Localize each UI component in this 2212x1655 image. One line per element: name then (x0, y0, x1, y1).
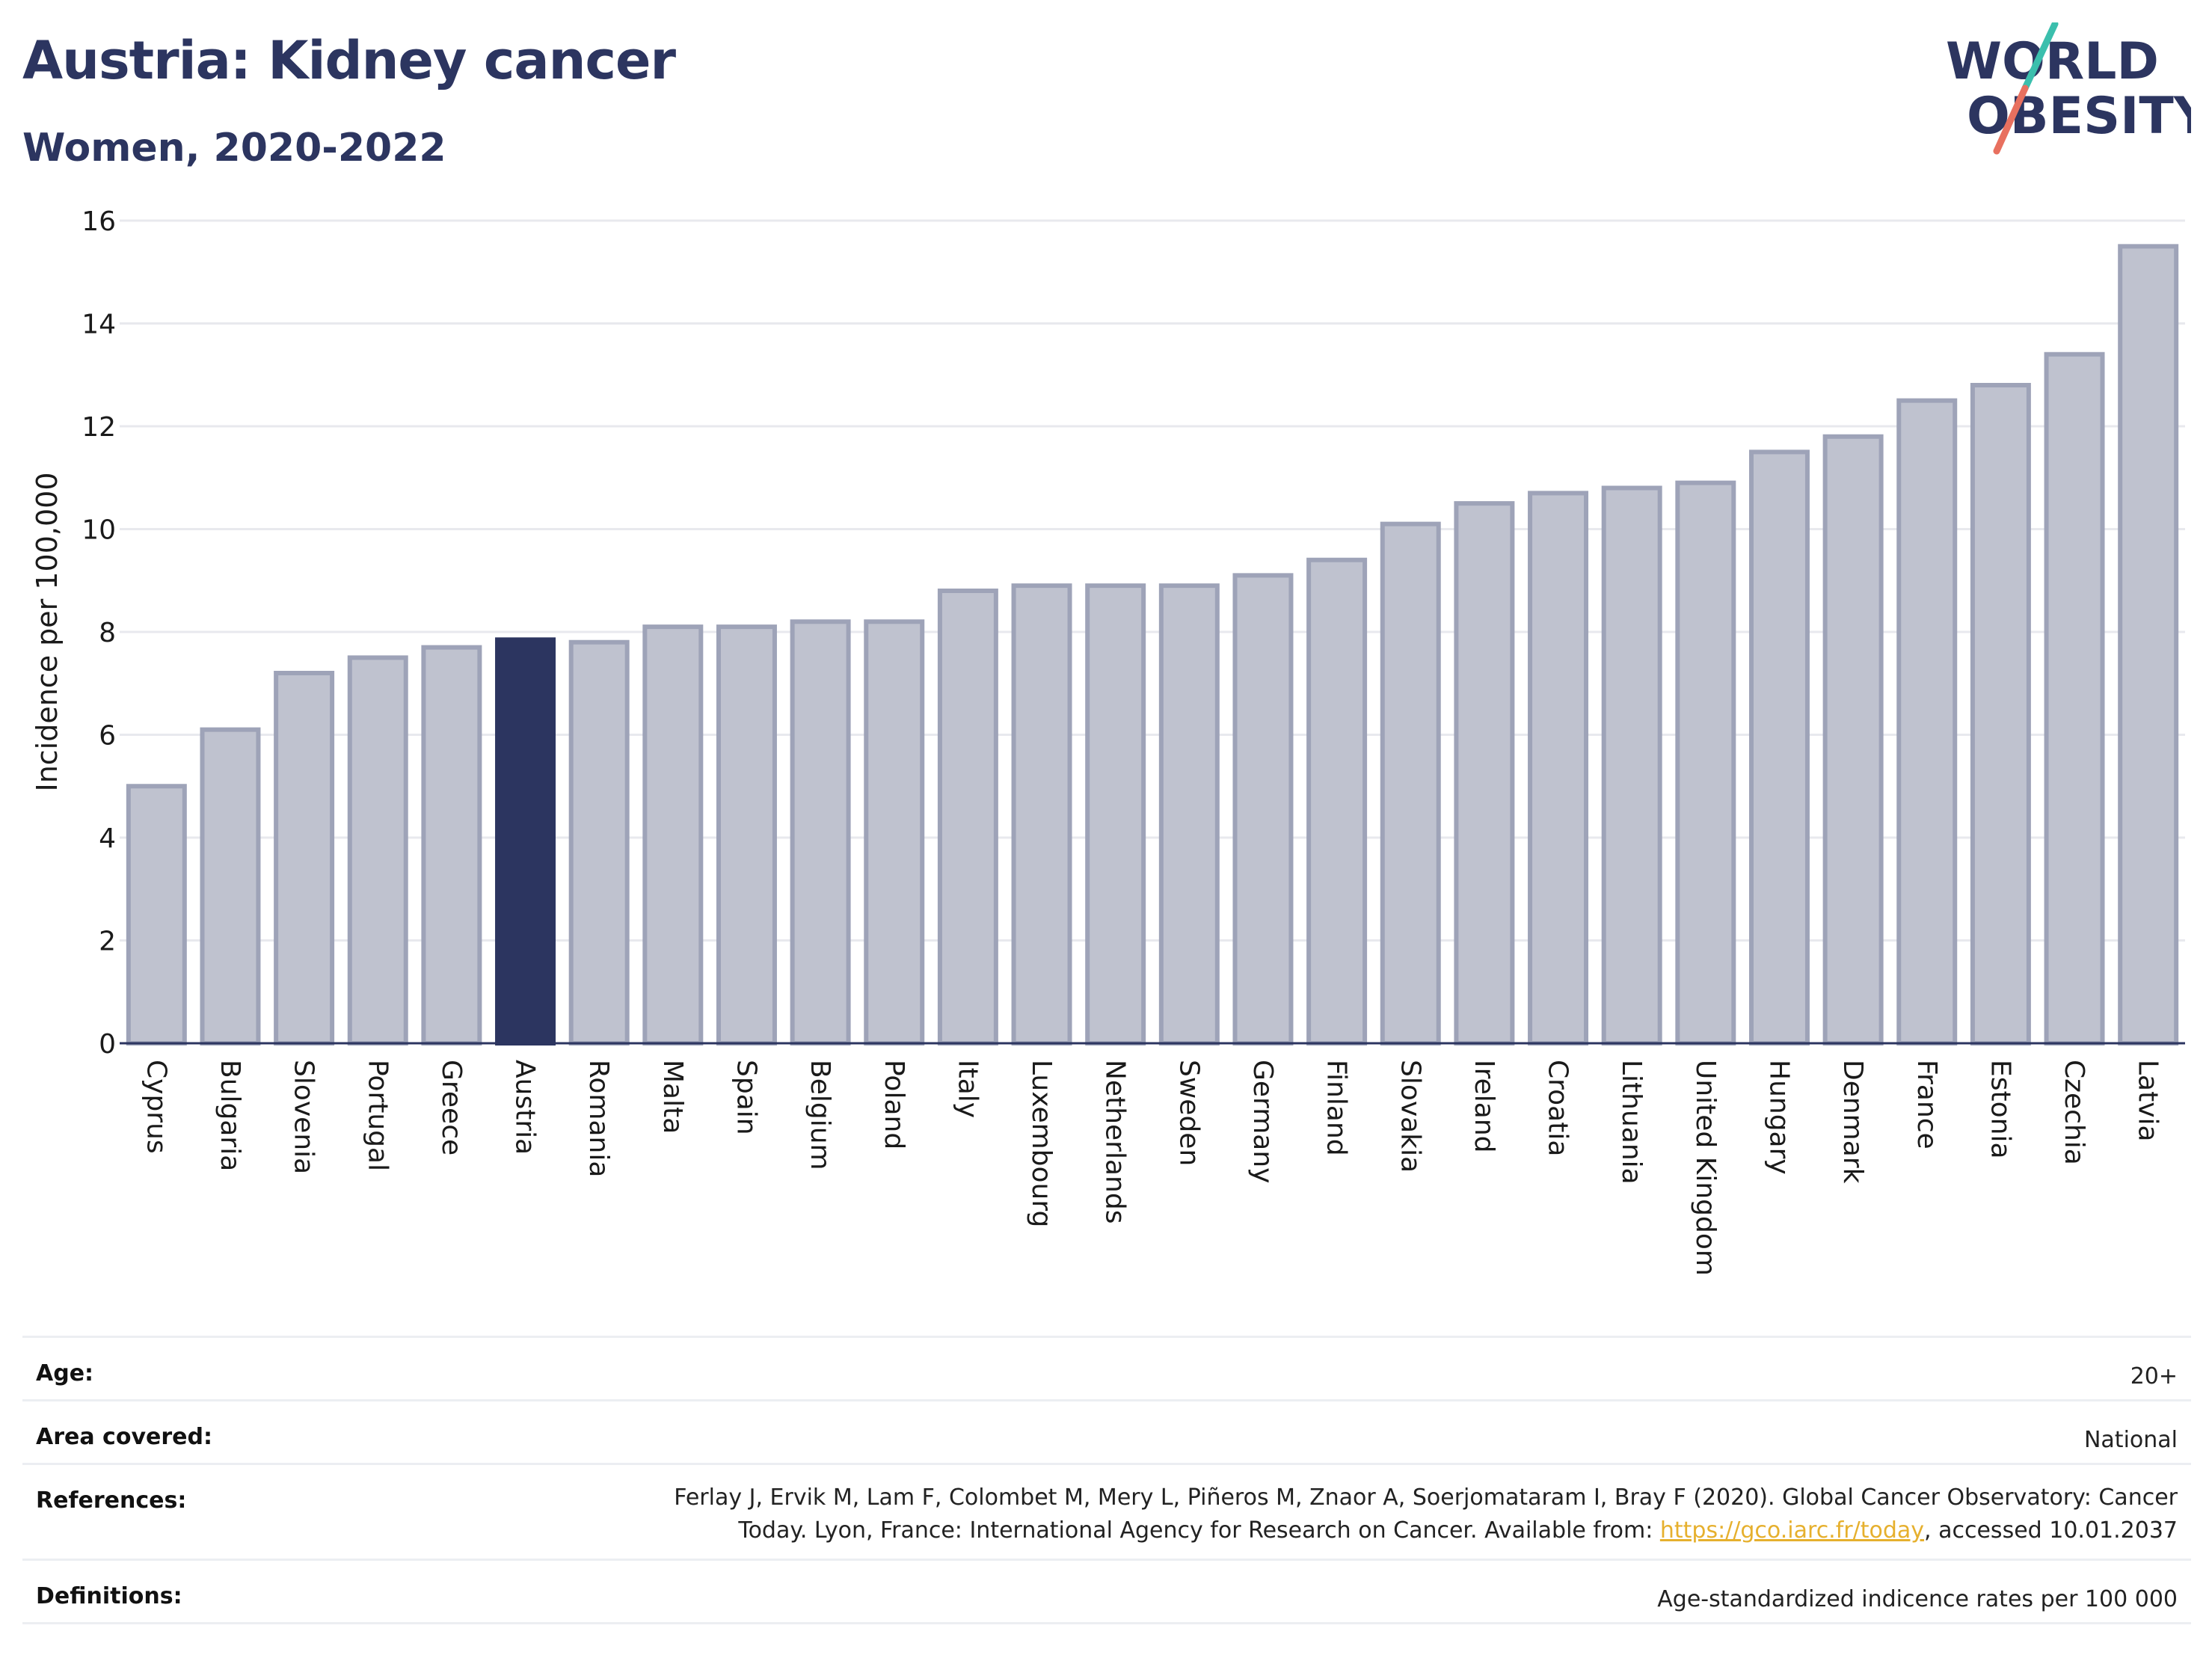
y-tick-label: 4 (99, 823, 116, 854)
x-tick-label: Sweden (1173, 1060, 1204, 1166)
references-link[interactable]: https://gco.iarc.fr/today (1659, 1517, 1925, 1544)
x-tick-label: Poland (879, 1060, 909, 1149)
bar-latvia (2118, 244, 2179, 1045)
world-obesity-logo: WORLD OBESITY (1946, 22, 2191, 155)
bar-hungary (1748, 449, 1810, 1045)
bar-cyprus (126, 784, 187, 1045)
x-tick-label: France (1911, 1060, 1942, 1149)
bar-sweden (1158, 583, 1220, 1045)
bar-france (1896, 398, 1958, 1045)
x-tick-labels: Cyprus Bulgaria Slovenia Portugal Greece Aust… (141, 1060, 2163, 1276)
x-tick-label: Denmark (1837, 1060, 1868, 1184)
x-tick-label: Greece (436, 1060, 467, 1155)
x-tick-label: Estonia (1985, 1060, 2015, 1159)
y-tick-label: 14 (82, 310, 116, 340)
logo-line1: WORLD (1946, 32, 2159, 91)
y-tick-label: 0 (99, 1029, 116, 1060)
x-tick-label: Spain (731, 1060, 761, 1135)
x-tick-label: Finland (1321, 1060, 1352, 1156)
x-tick-label: Hungary (1763, 1060, 1794, 1175)
age-label: Age: (36, 1360, 94, 1387)
info-row-area: Area covered: National (22, 1399, 2191, 1463)
bar-luxembourg (1011, 583, 1072, 1045)
y-axis-label: Incidence per 100,000 (31, 472, 64, 791)
bar-ireland (1454, 501, 1515, 1045)
x-tick-label: Slovakia (1395, 1060, 1425, 1173)
y-tick-label: 10 (82, 515, 116, 546)
bar-portugal (347, 655, 408, 1045)
info-row-references: References: Ferlay J, Ervik M, Lam F, Co… (22, 1463, 2191, 1559)
x-tick-label: Lithuania (1616, 1060, 1647, 1185)
info-row-definitions: Definitions: Age-standardized indicence … (22, 1559, 2191, 1624)
bar-belgium (790, 619, 851, 1045)
y-tick-label: 6 (99, 721, 116, 752)
x-tick-label: Belgium (805, 1060, 835, 1170)
bar-italy (937, 589, 998, 1045)
bar-malta (642, 624, 704, 1045)
y-tick-label: 12 (82, 412, 116, 443)
bar-poland (864, 619, 925, 1045)
bar-chart: 0 2 4 6 8 10 12 14 16 Cyprus Bulgaria Slovenia Port… (31, 206, 2185, 1276)
bar-spain (716, 624, 777, 1045)
references-value: Ferlay J, Ervik M, Lam F, Colombet M, Me… (607, 1481, 2178, 1547)
x-tick-label: Netherlands (1100, 1060, 1131, 1223)
bar-romania (568, 639, 630, 1045)
logo-slash-top (2021, 22, 2059, 92)
bar-austria (495, 637, 556, 1045)
x-tick-label: Portugal (362, 1060, 393, 1171)
page-title: Austria: Kidney cancer (22, 30, 676, 91)
bar-croatia (1528, 491, 1589, 1045)
x-tick-label: Austria (510, 1060, 541, 1155)
references-label: References: (36, 1487, 187, 1514)
x-tick-label: Latvia (2133, 1060, 2163, 1142)
info-table: Age: 20+ Area covered: National Referenc… (22, 1336, 2191, 1624)
bar-lithuania (1601, 485, 1662, 1045)
page-subtitle: Women, 2020-2022 (22, 126, 446, 171)
x-tick-label: Luxembourg (1026, 1060, 1057, 1227)
x-tick-label: Malta (657, 1060, 688, 1134)
y-tick-labels: 0 2 4 6 8 10 12 14 16 (82, 206, 116, 1060)
area-label: Area covered: (36, 1424, 212, 1450)
y-tick-label: 8 (99, 618, 116, 648)
bar-germany (1232, 573, 1294, 1045)
x-tick-label: Romania (583, 1060, 614, 1177)
bar-greece (421, 645, 482, 1045)
bars (126, 244, 2179, 1045)
references-accessed: , accessed 10.01.2037 (1924, 1517, 2178, 1544)
bar-czechia (2044, 351, 2105, 1045)
x-tick-label: Croatia (1543, 1060, 1573, 1156)
info-row-age: Age: 20+ (22, 1336, 2191, 1399)
bar-slovakia (1380, 521, 1441, 1045)
definitions-label: Definitions: (36, 1583, 182, 1609)
x-tick-label: Ireland (1469, 1060, 1499, 1153)
x-tick-label: Italy (952, 1060, 983, 1118)
references-text: Ferlay J, Ervik M, Lam F, Colombet M, Me… (674, 1484, 2178, 1544)
y-tick-label: 2 (99, 927, 116, 957)
logo-slash-bottom (1993, 85, 2029, 155)
x-tick-label: Bulgaria (215, 1060, 245, 1171)
bar-estonia (1970, 383, 2031, 1045)
bar-denmark (1822, 434, 1884, 1045)
bar-finland (1306, 557, 1368, 1045)
definitions-value: Age-standardized indicence rates per 100… (1657, 1586, 2178, 1612)
x-tick-label: Cyprus (141, 1060, 171, 1154)
x-tick-label: Czechia (2059, 1060, 2089, 1165)
x-tick-label: United Kingdom (1690, 1060, 1721, 1276)
bar-netherlands (1085, 583, 1146, 1045)
x-tick-label: Germany (1247, 1060, 1278, 1183)
bar-slovenia (274, 671, 335, 1045)
x-tick-label: Slovenia (289, 1060, 319, 1174)
area-value: National (2083, 1427, 2178, 1453)
bar-bulgaria (200, 727, 261, 1045)
age-value: 20+ (2130, 1363, 2178, 1390)
bar-united-kingdom (1675, 480, 1736, 1045)
y-tick-label: 16 (82, 206, 116, 237)
